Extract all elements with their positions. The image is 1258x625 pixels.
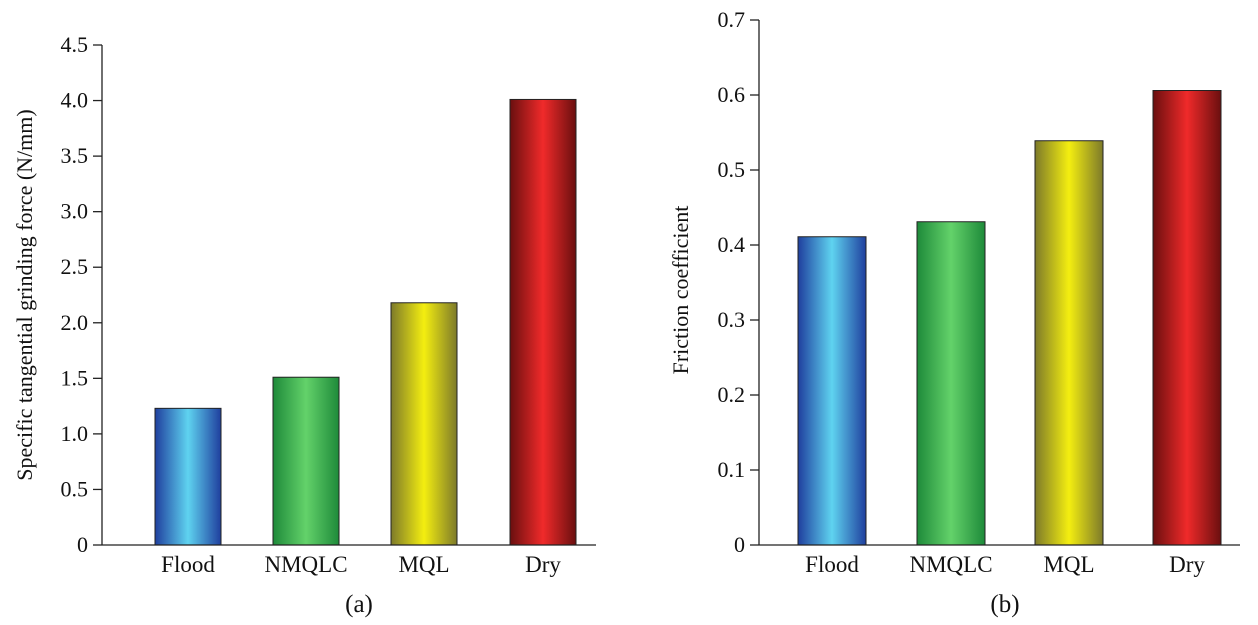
chart-b-category-label: MQL: [1043, 552, 1094, 577]
chart-a-bar-dry: [509, 98, 577, 546]
chart-b-bar-flood: [797, 236, 867, 546]
chart-a-ytick-label: 4.5: [61, 32, 89, 57]
chart-b-category-label: NMQLC: [909, 552, 992, 577]
chart-b-ytick-label: 0.7: [718, 7, 746, 32]
chart-a-category-label: Flood: [161, 552, 215, 577]
chart-b: Friction coefficient (b) 0 0.1 0.2 0.3 0.4 0.…: [668, 7, 1240, 618]
chart-a-category-label: Dry: [525, 552, 561, 577]
chart-a-ytick-label: 3.0: [61, 199, 89, 224]
chart-b-category-label: Dry: [1169, 552, 1205, 577]
chart-a-ytick-label: 3.5: [61, 143, 89, 168]
chart-a: Specific tangential grinding force (N/mm…: [12, 32, 596, 618]
chart-a-bar-flood: [154, 407, 222, 546]
chart-a-ytick-label: 0: [77, 532, 88, 557]
chart-a-ytick-label: 0.5: [61, 476, 89, 501]
chart-b-category-label: Flood: [805, 552, 859, 577]
chart-a-bar-nmqlc: [272, 376, 340, 546]
chart-a-category-label: NMQLC: [264, 552, 347, 577]
chart-a-ytick-label: 2.0: [61, 310, 89, 335]
chart-a-ylabel: Specific tangential grinding force (N/mm…: [12, 109, 37, 480]
chart-a-ytick-label: 1.0: [61, 421, 89, 446]
chart-b-ytick-label: 0.2: [718, 382, 746, 407]
chart-a-bar-mql: [390, 302, 458, 546]
chart-b-ytick-label: 0.6: [718, 82, 746, 107]
chart-b-ytick-label: 0.3: [718, 307, 746, 332]
chart-a-panel-label: (a): [345, 591, 373, 618]
chart-a-category-label: MQL: [398, 552, 449, 577]
chart-b-ytick-label: 0.1: [718, 457, 746, 482]
chart-a-ytick-label: 4.0: [61, 88, 89, 113]
chart-a-ytick-label: 1.5: [61, 365, 89, 390]
chart-b-bar-mql: [1034, 140, 1104, 546]
chart-a-ytick-label: 2.5: [61, 254, 89, 279]
chart-b-bar-nmqlc: [916, 221, 986, 546]
chart-b-ytick-label: 0.4: [718, 232, 746, 257]
chart-b-ytick-label: 0.5: [718, 157, 746, 182]
chart-b-ytick-label: 0: [734, 532, 745, 557]
chart-b-bar-dry: [1152, 90, 1222, 546]
chart-b-panel-label: (b): [990, 591, 1019, 618]
chart-b-ylabel: Friction coefficient: [668, 206, 693, 375]
